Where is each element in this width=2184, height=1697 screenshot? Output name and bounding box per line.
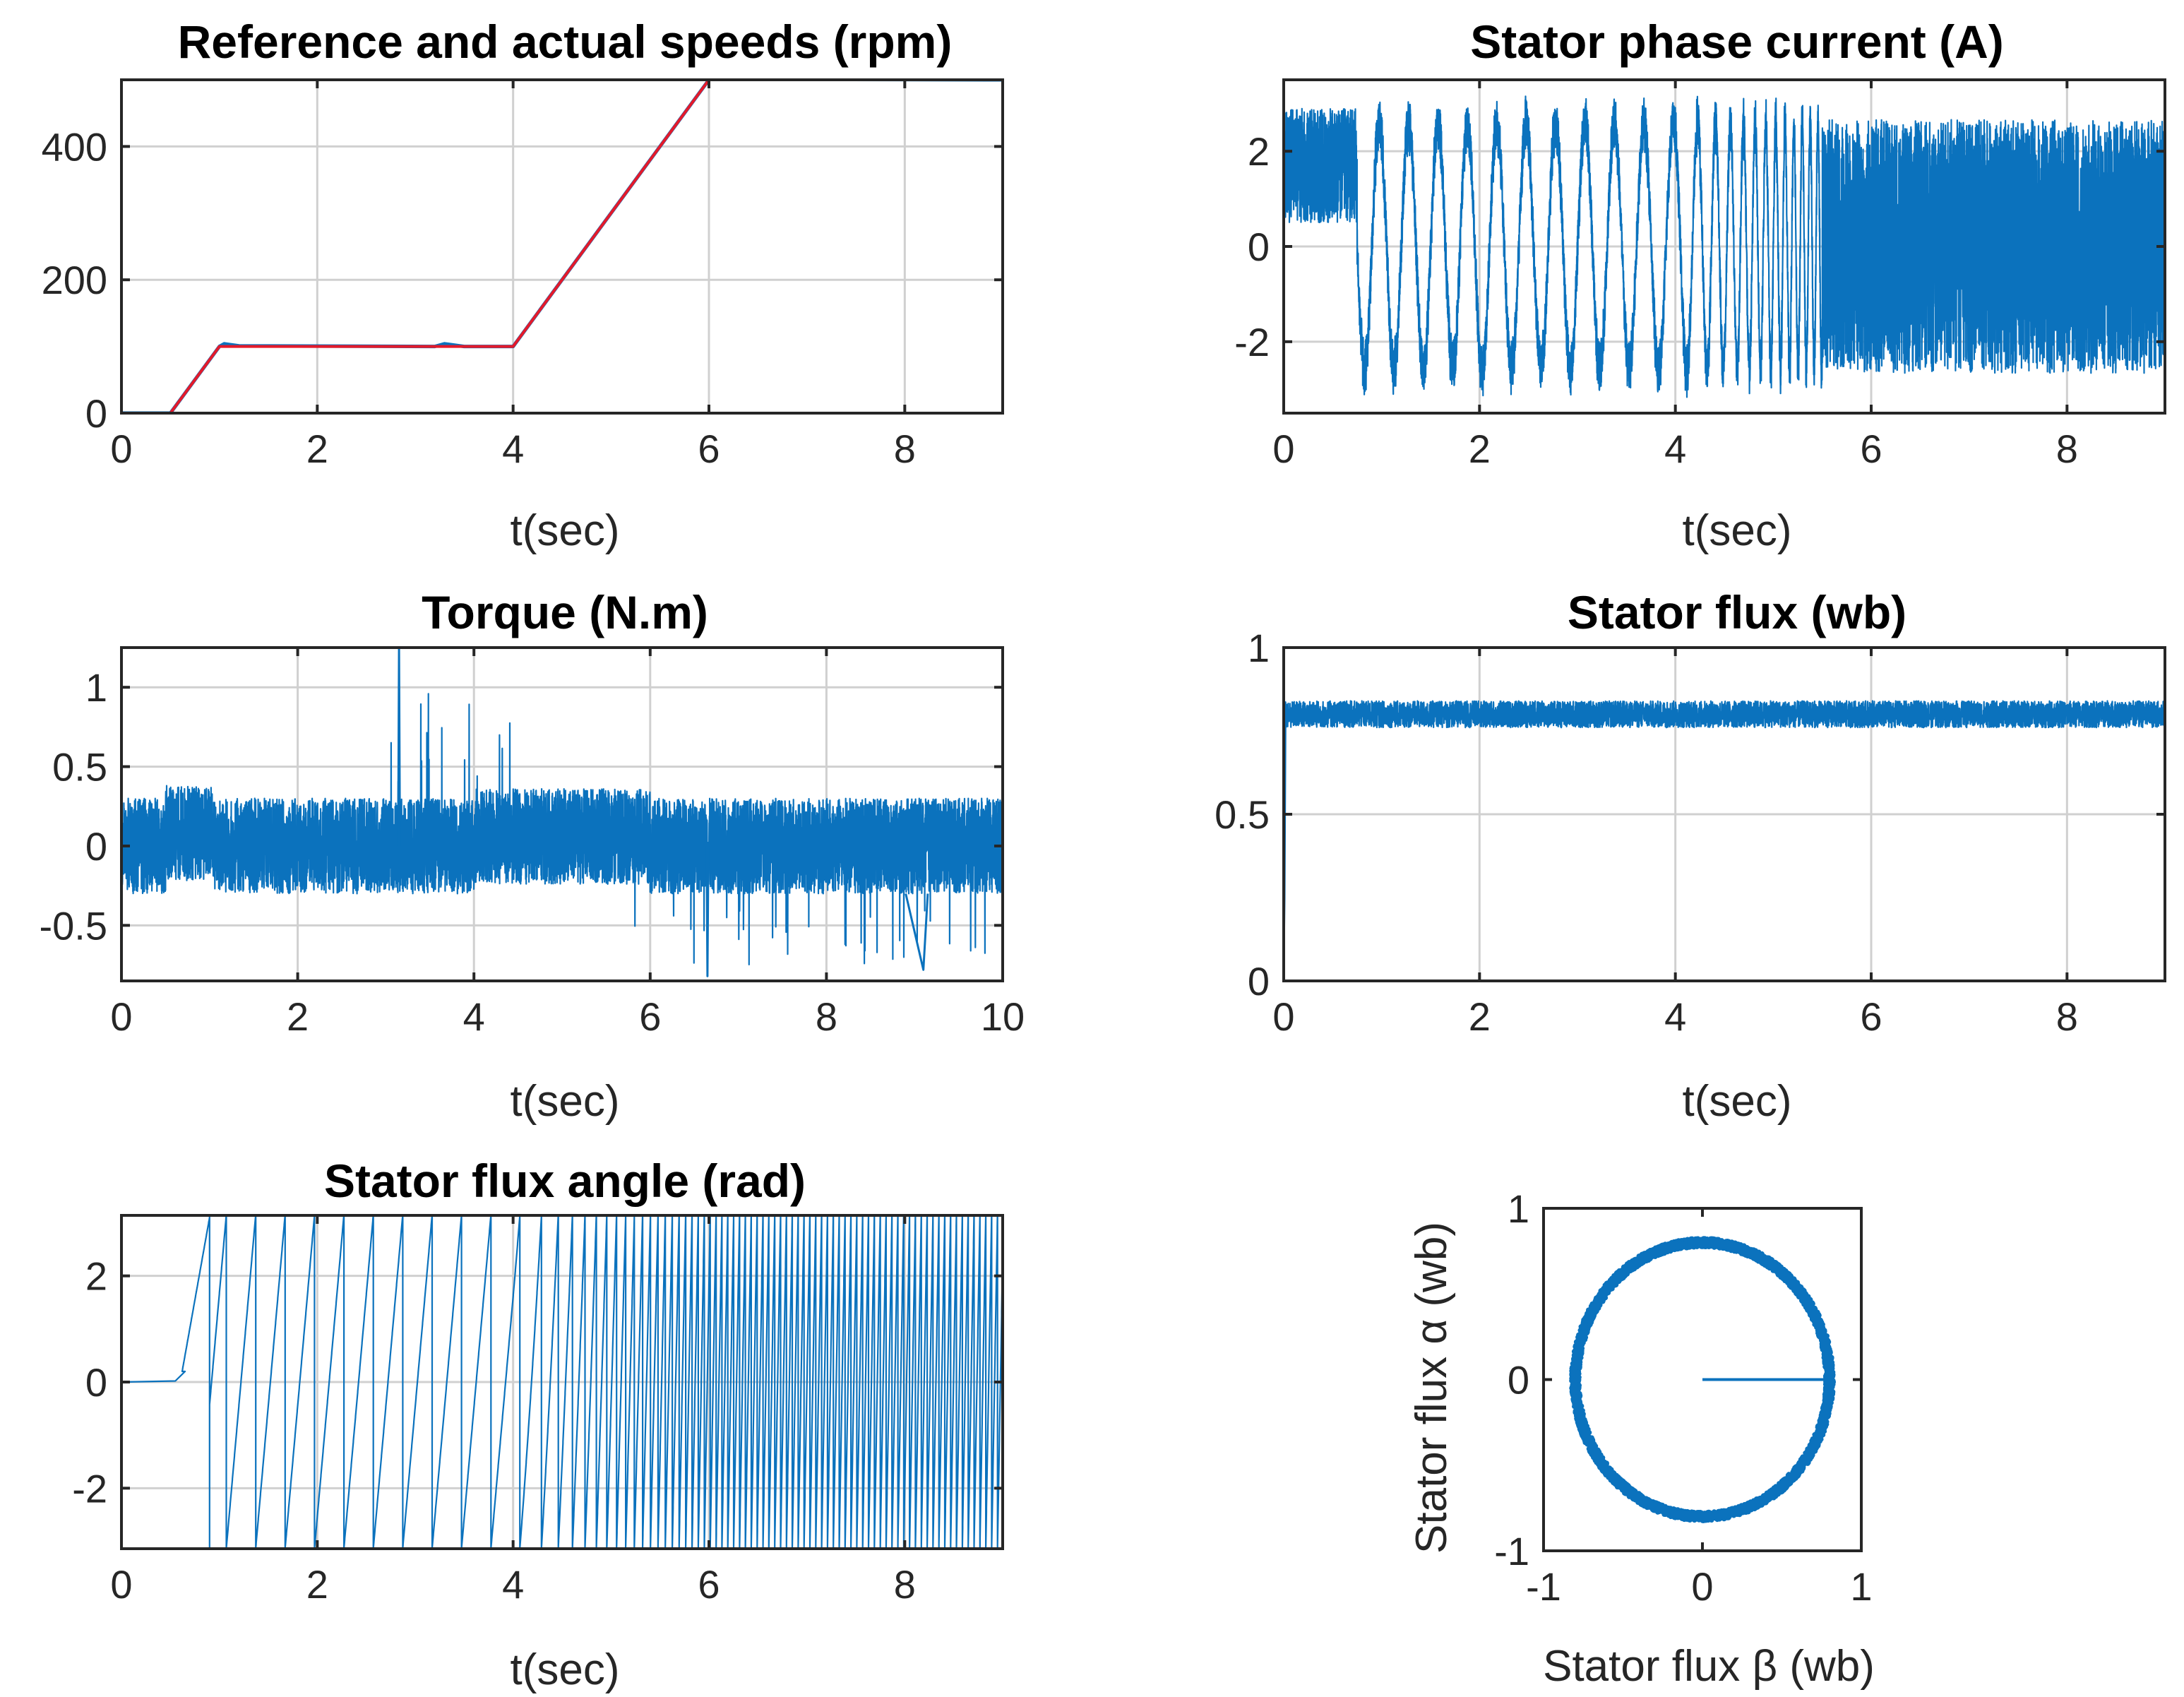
ytick-label: 2 <box>1248 129 1270 174</box>
ytick-label: 2 <box>85 1254 107 1299</box>
xlabel-speed: t(sec) <box>511 506 620 555</box>
xtick-label: 0 <box>1272 427 1294 471</box>
xtick-label: 6 <box>639 994 661 1039</box>
xlabel-angle: t(sec) <box>511 1645 620 1694</box>
title-angle: Stator flux angle (rad) <box>324 1155 806 1207</box>
xtick-label: 4 <box>1664 427 1686 471</box>
xtick-label: 0 <box>110 1562 132 1607</box>
xtick-label: 2 <box>306 427 328 471</box>
axes-frame <box>120 646 1004 982</box>
xtick-label: 8 <box>2056 994 2078 1039</box>
ytick-label: 0 <box>85 391 107 436</box>
xtick-label: 1 <box>1850 1564 1872 1609</box>
xtick-label: 4 <box>502 427 524 471</box>
ytick-label: 0 <box>85 824 107 869</box>
ytick-label: 0 <box>85 1360 107 1405</box>
series-torque <box>121 693 1003 965</box>
xtick-label: 10 <box>981 994 1025 1039</box>
series-reference <box>121 80 1003 413</box>
xtick-label: 8 <box>894 1562 916 1607</box>
torque-dip <box>905 893 929 971</box>
ytick-label: 400 <box>42 124 107 169</box>
ytick-label: 1 <box>1508 1186 1529 1231</box>
panel-locus: -1 0 1 -1 0 1 Stator flux β (wb) Stator flux … <box>1407 1186 1875 1691</box>
title-flux: Stator flux (wb) <box>1568 586 1906 638</box>
xtick-label: 4 <box>463 994 485 1039</box>
plot-locus: -1 0 1 -1 0 1 <box>1494 1186 1872 1609</box>
xlabel-flux: t(sec) <box>1683 1077 1792 1126</box>
plot-current: 0 2 4 6 8 -2 0 2 <box>1234 78 2166 471</box>
xlabel-locus: Stator flux β (wb) <box>1543 1642 1875 1691</box>
xlabel-torque: t(sec) <box>511 1077 620 1126</box>
ytick-label: -1 <box>1494 1529 1529 1573</box>
xtick-label: 8 <box>816 994 837 1039</box>
xtick-label: 0 <box>1272 994 1294 1039</box>
ytick-label: -0.5 <box>40 903 108 948</box>
xtick-label: 4 <box>1664 994 1686 1039</box>
ytick-label: -2 <box>1234 320 1270 364</box>
panel-flux: Stator flux (wb) 0 2 4 6 8 0 0.5 1 t(sec) <box>1215 586 2166 1126</box>
xtick-label: 8 <box>2056 427 2078 471</box>
panel-speed: Reference and actual speeds (rpm) 0 2 4 6 80… <box>42 16 1004 555</box>
plot-flux: 0 2 4 6 8 0 0.5 1 <box>1215 626 2166 1039</box>
panel-angle: Stator flux angle (rad) 0 2 4 6 8 -2 0 2 t(sec) <box>72 1155 1004 1694</box>
plot-speed: 0 2 4 6 8 0 200 400 <box>42 78 1004 471</box>
title-torque: Torque (N.m) <box>422 586 708 638</box>
series-angle <box>121 1215 1003 1549</box>
xtick-label: 8 <box>894 427 916 471</box>
xtick-label: 0 <box>110 427 132 471</box>
ytick-label: 1 <box>1248 626 1270 670</box>
xtick-label: -1 <box>1526 1564 1561 1609</box>
xtick-label: 0 <box>110 994 132 1039</box>
plot-angle: 0 2 4 6 8 -2 0 2 <box>72 1214 1004 1607</box>
series-current <box>1284 80 2165 398</box>
xtick-label: 6 <box>1860 994 1882 1039</box>
xtick-label: 6 <box>698 1562 720 1607</box>
xtick-label: 2 <box>306 1562 328 1607</box>
panel-current: Stator phase current (A) 0 2 4 6 8 -2 0 2 t(sec… <box>1234 16 2166 555</box>
ylabel-locus: Stator flux α (wb) <box>1407 1222 1456 1554</box>
xtick-label: 6 <box>1860 427 1882 471</box>
xtick-label: 2 <box>1469 427 1491 471</box>
xtick-label: 6 <box>698 427 720 471</box>
ytick-label: 0.5 <box>52 745 107 790</box>
title-speed: Reference and actual speeds (rpm) <box>178 16 953 68</box>
ytick-label: 0 <box>1248 959 1270 1004</box>
locus-ring <box>1569 1236 1836 1523</box>
ytick-label: 0.5 <box>1215 792 1270 837</box>
ytick-label: -2 <box>72 1466 107 1511</box>
xlabel-current: t(sec) <box>1683 506 1792 555</box>
series-flux <box>1284 700 2165 981</box>
xtick-label: 0 <box>1691 1564 1713 1609</box>
torque-min-spike <box>705 845 710 977</box>
title-current: Stator phase current (A) <box>1470 16 2003 68</box>
xtick-label: 2 <box>287 994 309 1039</box>
ytick-label: 200 <box>42 258 107 302</box>
plot-torque: 0 2 4 6 8 10 -0.5 0 0.5 1 <box>40 646 1025 1039</box>
torque-peak-spike <box>397 648 401 847</box>
ytick-label: 0 <box>1248 225 1270 269</box>
xtick-label: 4 <box>502 1562 524 1607</box>
ytick-label: 1 <box>85 665 107 710</box>
xtick-label: 2 <box>1469 994 1491 1039</box>
panel-torque: Torque (N.m) 0 2 4 6 8 10 -0.5 0 0.5 1 t(sec) <box>40 586 1025 1126</box>
axes-frame <box>120 78 1004 415</box>
ytick-label: 0 <box>1508 1358 1529 1403</box>
